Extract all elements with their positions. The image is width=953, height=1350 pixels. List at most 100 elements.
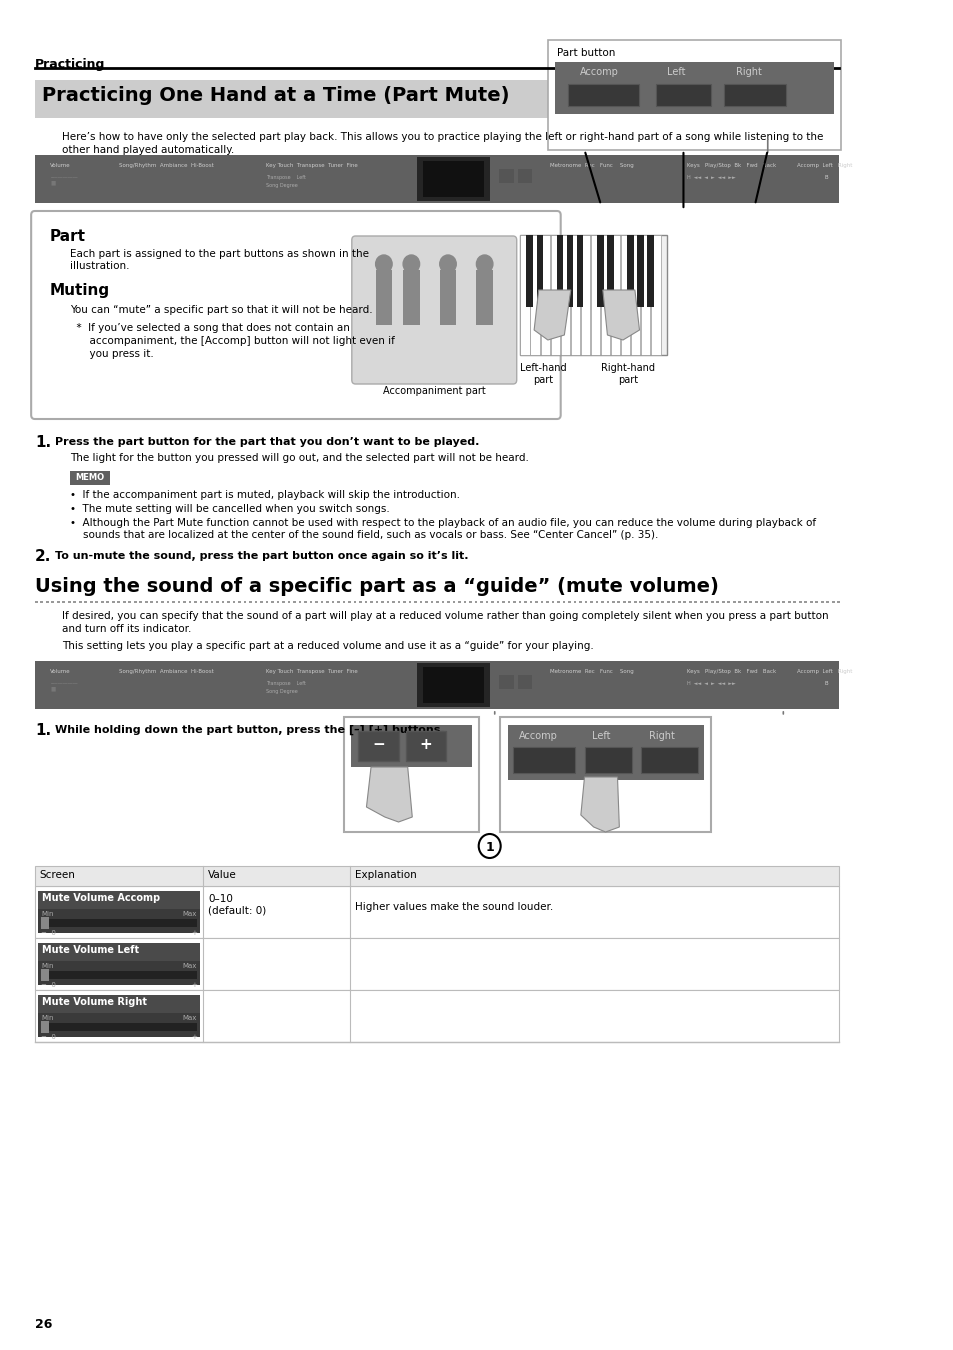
Bar bbox=[540, 601, 542, 603]
Bar bbox=[34, 886, 839, 938]
Text: Practicing One Hand at a Time (Part Mute): Practicing One Hand at a Time (Part Mute… bbox=[42, 86, 509, 105]
Bar bbox=[161, 601, 164, 603]
Bar bbox=[501, 601, 504, 603]
Bar bbox=[133, 601, 136, 603]
Text: −  0: − 0 bbox=[41, 930, 56, 936]
Text: +: + bbox=[191, 1034, 196, 1040]
Bar bbox=[90, 601, 92, 603]
Bar bbox=[354, 601, 356, 603]
Bar bbox=[771, 601, 773, 603]
Text: Key Touch  Transpose  Tuner  Fine: Key Touch Transpose Tuner Fine bbox=[265, 670, 357, 674]
Bar bbox=[738, 601, 740, 603]
Bar bbox=[314, 601, 317, 603]
Bar bbox=[639, 601, 641, 603]
Bar bbox=[651, 235, 659, 355]
Bar bbox=[62, 601, 65, 603]
Bar bbox=[519, 235, 666, 355]
Text: ■: ■ bbox=[51, 686, 55, 691]
Text: +: + bbox=[191, 930, 196, 936]
Text: sounds that are localized at the center of the sound field, such as vocals or ba: sounds that are localized at the center … bbox=[70, 531, 658, 540]
Bar bbox=[634, 601, 636, 603]
Bar bbox=[628, 601, 631, 603]
Bar bbox=[112, 601, 114, 603]
Bar bbox=[40, 601, 43, 603]
Bar bbox=[145, 601, 148, 603]
Bar bbox=[678, 601, 680, 603]
Bar bbox=[405, 730, 446, 761]
Bar bbox=[205, 601, 208, 603]
Bar bbox=[189, 601, 192, 603]
Bar bbox=[656, 84, 710, 107]
Bar bbox=[452, 601, 455, 603]
Bar bbox=[499, 717, 710, 832]
Bar bbox=[375, 270, 392, 325]
Bar bbox=[485, 601, 488, 603]
Bar bbox=[682, 601, 685, 603]
Bar bbox=[38, 995, 199, 1012]
Bar bbox=[476, 270, 493, 325]
Text: Mute Volume Accomp: Mute Volume Accomp bbox=[42, 892, 160, 903]
Text: Mute Volume Left: Mute Volume Left bbox=[42, 945, 139, 954]
Bar bbox=[519, 235, 529, 355]
Text: Right: Right bbox=[648, 730, 674, 741]
Bar bbox=[584, 601, 587, 603]
Bar bbox=[439, 270, 456, 325]
Bar bbox=[41, 919, 196, 927]
Text: Transpose    Left: Transpose Left bbox=[265, 680, 305, 686]
Text: ___________: ___________ bbox=[51, 173, 78, 178]
Bar bbox=[540, 235, 549, 355]
Text: *  If you’ve selected a song that does not contain an: * If you’ve selected a song that does no… bbox=[70, 323, 349, 333]
Text: Left: Left bbox=[591, 730, 610, 741]
Bar bbox=[441, 601, 444, 603]
Bar bbox=[416, 157, 490, 201]
Circle shape bbox=[439, 255, 456, 273]
Bar bbox=[606, 235, 613, 306]
Bar bbox=[370, 601, 373, 603]
Text: Left: Left bbox=[666, 68, 685, 77]
Bar bbox=[825, 601, 828, 603]
Bar bbox=[392, 601, 395, 603]
Bar bbox=[723, 84, 785, 107]
Text: Volume: Volume bbox=[51, 670, 71, 674]
Bar bbox=[518, 601, 520, 603]
Bar bbox=[227, 601, 230, 603]
Text: Keys   Play/Stop  Bk   Fwd   Back: Keys Play/Stop Bk Fwd Back bbox=[686, 670, 776, 674]
Bar bbox=[336, 601, 339, 603]
Bar bbox=[238, 601, 241, 603]
Bar bbox=[288, 601, 290, 603]
Bar bbox=[271, 601, 274, 603]
Bar bbox=[41, 917, 49, 929]
Text: Accomp: Accomp bbox=[518, 730, 557, 741]
Text: you press it.: you press it. bbox=[70, 350, 153, 359]
Bar bbox=[704, 601, 707, 603]
Text: While holding down the part button, press the [–] [+] buttons.: While holding down the part button, pres… bbox=[55, 725, 444, 736]
Bar bbox=[611, 235, 619, 355]
Text: Left-hand
part: Left-hand part bbox=[519, 363, 566, 385]
Bar bbox=[38, 909, 199, 933]
Bar bbox=[106, 601, 109, 603]
Circle shape bbox=[476, 255, 493, 273]
Bar bbox=[463, 601, 466, 603]
Text: Using the sound of a specific part as a “guide” (mute volume): Using the sound of a specific part as a … bbox=[34, 576, 718, 595]
Text: −  0: − 0 bbox=[41, 981, 56, 988]
Bar bbox=[265, 601, 268, 603]
Bar bbox=[293, 601, 295, 603]
Bar bbox=[414, 601, 416, 603]
Bar bbox=[34, 990, 839, 1042]
Bar bbox=[831, 601, 834, 603]
Bar bbox=[732, 601, 735, 603]
Bar bbox=[765, 601, 768, 603]
Bar bbox=[666, 601, 669, 603]
Bar bbox=[34, 80, 839, 117]
Bar bbox=[320, 601, 323, 603]
Bar bbox=[787, 601, 790, 603]
Text: MEMO: MEMO bbox=[75, 472, 104, 482]
Text: 2.: 2. bbox=[34, 549, 51, 564]
Bar bbox=[584, 747, 632, 774]
Bar bbox=[550, 235, 559, 355]
Bar bbox=[199, 601, 202, 603]
Bar bbox=[46, 601, 49, 603]
Bar bbox=[507, 725, 703, 780]
Text: 26: 26 bbox=[34, 1318, 52, 1331]
Bar bbox=[570, 235, 579, 355]
